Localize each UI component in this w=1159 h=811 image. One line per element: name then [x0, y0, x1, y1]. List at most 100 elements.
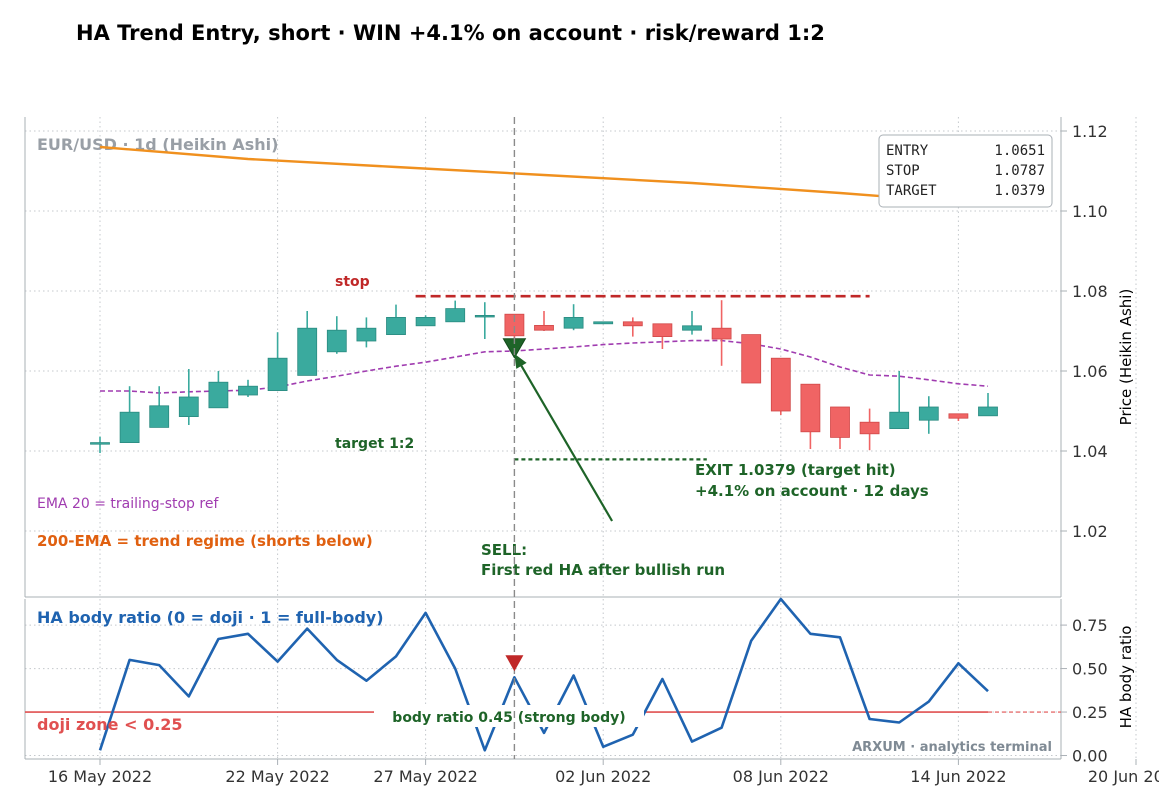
x-tick-label: 27 May 2022	[373, 767, 477, 786]
price-y-tick-label: 1.08	[1072, 282, 1108, 301]
ratio-y-tick-label: 0.25	[1072, 703, 1108, 722]
candle	[178, 369, 199, 425]
candle	[830, 406, 850, 449]
ratio-line	[98, 597, 989, 752]
trade-levels	[415, 294, 870, 461]
candle-body	[859, 421, 880, 435]
candle	[238, 379, 258, 397]
price-markers	[502, 338, 614, 522]
exit-label-line1: EXIT 1.0379 (target hit)	[695, 461, 896, 479]
candle-body	[445, 308, 466, 323]
candle	[622, 317, 643, 337]
candle	[859, 408, 880, 451]
symbol-label: EUR/USD · 1d (Heikin Ashi)	[37, 135, 278, 154]
stop-label: stop	[335, 274, 370, 290]
info-entry-label: ENTRY	[886, 143, 929, 159]
candle-body	[474, 314, 495, 318]
candle-body	[356, 327, 377, 342]
entry-overlay	[505, 655, 524, 672]
x-ticks: 16 May 2022 22 May 2022 27 May 2022 02 Jun …	[48, 759, 1159, 786]
ema20-series	[100, 339, 989, 394]
sell-arrow-head	[514, 353, 527, 369]
target-label: target 1:2	[335, 436, 414, 452]
ratio-series-label: HA body ratio (0 = doji · 1 = full-body)	[37, 608, 384, 627]
x-tick-label: 16 May 2022	[48, 767, 152, 786]
price-y-tick-label: 1.10	[1072, 202, 1108, 221]
ratio-y-tick-label: 0.00	[1072, 747, 1108, 766]
candle	[682, 311, 702, 335]
candle-body	[386, 316, 406, 335]
x-tick-label: 20 Jun 2022	[1088, 767, 1159, 786]
candle-body	[326, 329, 347, 353]
candle-body	[800, 383, 821, 433]
candle-body	[978, 406, 998, 417]
ema200-series	[99, 145, 989, 206]
price-y-label: Price (Heikin Ashi)	[1117, 289, 1135, 426]
ratio-y-tick-label: 0.75	[1072, 616, 1108, 635]
candle	[267, 332, 288, 392]
x-tick-label: 22 May 2022	[225, 767, 329, 786]
entry-ratio-label: body ratio 0.45 (strong body)	[392, 710, 625, 726]
exit-label-line2: +4.1% on account · 12 days	[695, 482, 929, 500]
candle-body	[563, 316, 584, 329]
info-stop-label: STOP	[886, 163, 920, 179]
x-tick-label: 02 Jun 2022	[555, 767, 651, 786]
candle	[445, 300, 466, 323]
sell-label-line1: SELL:	[481, 541, 527, 559]
candle-body	[504, 313, 525, 337]
sell-label-line2: First red HA after bullish run	[481, 561, 725, 579]
price-panel: 1.02 1.04 1.06 1.08 1.10 1.12 Price (Heikin A…	[24, 117, 1137, 598]
price-y-tick-label: 1.12	[1072, 122, 1108, 141]
entry-ratio-marker	[505, 655, 524, 672]
candle-body	[770, 357, 791, 412]
ema200-label: 200-EMA = trend regime (shorts below)	[37, 532, 373, 550]
candle	[386, 304, 406, 335]
candle	[741, 334, 762, 384]
candle-body	[889, 411, 910, 430]
candle	[356, 317, 377, 348]
candle	[593, 321, 614, 325]
candle	[770, 357, 791, 415]
candle-body	[593, 321, 614, 325]
price-y-tick-label: 1.04	[1072, 442, 1108, 461]
chart-title: HA Trend Entry, short · WIN +4.1% on acc…	[76, 21, 825, 45]
candle	[415, 315, 436, 327]
ema20-label: EMA 20 = trailing-stop ref	[37, 496, 219, 512]
info-box: ENTRY 1.0651 STOP 1.0787 TARGET 1.0379	[878, 134, 1053, 208]
info-target-label: TARGET	[886, 183, 937, 199]
candle	[889, 371, 910, 430]
candle-body	[918, 406, 939, 421]
candle	[534, 311, 554, 331]
ratio-y-tick-label: 0.50	[1072, 660, 1108, 679]
candle	[297, 311, 318, 376]
candle-body	[534, 324, 554, 331]
info-target-value: 1.0379	[994, 183, 1045, 199]
ratio-y-ticks: 0.00 0.25 0.50 0.75	[1061, 616, 1108, 766]
candle	[208, 371, 229, 409]
candle	[948, 413, 969, 421]
ema20-line	[100, 339, 989, 394]
candle-body	[622, 321, 643, 327]
candle-body	[741, 334, 762, 384]
candle	[800, 383, 821, 449]
candle-body	[208, 381, 229, 409]
candle	[504, 313, 525, 339]
watermark: ARXUM · analytics terminal	[852, 740, 1052, 755]
price-y-tick-label: 1.02	[1072, 522, 1108, 541]
candle-body	[830, 406, 850, 438]
candles	[90, 300, 998, 453]
doji-zone-label: doji zone < 0.25	[37, 715, 183, 734]
price-y-ticks: 1.02 1.04 1.06 1.08 1.10 1.12	[1061, 122, 1108, 541]
candle-body	[711, 327, 732, 340]
price-y-tick-label: 1.06	[1072, 362, 1108, 381]
candle-body	[682, 325, 702, 331]
x-tick-label: 08 Jun 2022	[733, 767, 829, 786]
candle-body	[149, 405, 170, 428]
x-tick-label: 14 Jun 2022	[910, 767, 1006, 786]
candle-body	[652, 323, 673, 337]
candle-body	[238, 385, 258, 396]
candle	[711, 300, 732, 366]
candle	[90, 436, 110, 453]
candle-body	[90, 442, 110, 445]
candle	[149, 386, 170, 428]
